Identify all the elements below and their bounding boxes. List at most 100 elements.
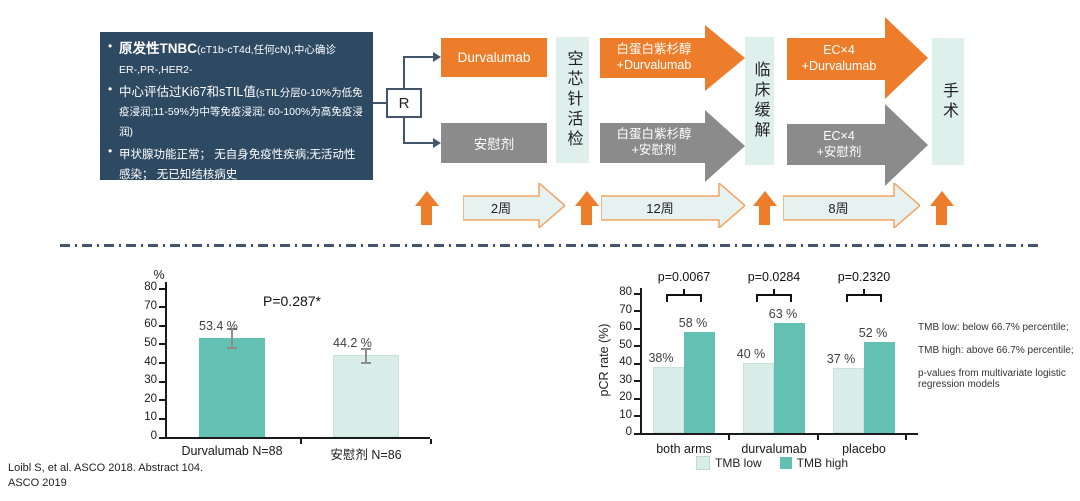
citation-line1: Loibl S, et al. ASCO 2018. Abstract 104. bbox=[8, 462, 204, 474]
y-tick bbox=[634, 397, 640, 400]
criteria-bullet-1: 原发性TNBC(cT1b-cT4d,任何cN),中心确诊ER-,PR-,HER2… bbox=[108, 39, 364, 79]
bar-value-label: 37 % bbox=[826, 352, 856, 367]
x-axis bbox=[640, 433, 918, 435]
note-p-values: p-values from multivariate logistic regr… bbox=[918, 367, 1066, 391]
timeline-arrow-12-weeks: 12周 bbox=[600, 181, 747, 230]
significance-bracket bbox=[666, 294, 702, 302]
criteria-bullet-1-rest: (cT1b-cT4d,任何cN),中心确诊ER-,PR-,HER2- bbox=[119, 44, 336, 76]
bar-value-label: 63 % bbox=[768, 306, 798, 321]
y-tick-label: 60 bbox=[619, 321, 632, 333]
x-axis-tick bbox=[728, 435, 730, 440]
phase2-placebo-line2: +安慰剂 bbox=[816, 144, 862, 159]
up-arrow-icon bbox=[575, 191, 599, 206]
x-category-label: both arms bbox=[656, 442, 712, 456]
surgery-label: 手术 bbox=[940, 81, 957, 122]
connector-r-up-horizontal bbox=[403, 56, 434, 58]
timeline-marker-arrow-1 bbox=[415, 191, 439, 225]
bar-tmb-low bbox=[653, 366, 684, 433]
x-axis-tick bbox=[817, 435, 819, 440]
x-category-label: durvalumab bbox=[741, 442, 807, 456]
x-axis-tick bbox=[300, 439, 302, 444]
chart-notes: TMB low: below 66.7% percentile; TMB hig… bbox=[918, 322, 1080, 402]
criteria-bullet-2: 中心评估过Ki67和sTIL值(sTIL分层0-10%为低免疫浸润;11-59%… bbox=[108, 82, 364, 141]
citation-line2: ASCO 2019 bbox=[8, 476, 67, 489]
y-tick bbox=[159, 417, 165, 420]
p-value-label: p=0.2320 bbox=[837, 270, 891, 284]
clinical-response-box: 临床缓解 bbox=[745, 37, 774, 165]
bar bbox=[333, 354, 399, 437]
y-tick-label: 30 bbox=[144, 374, 157, 387]
right-arrow-icon bbox=[600, 181, 747, 230]
phase1-placebo-line2: +安慰剂 bbox=[631, 143, 677, 157]
randomization-box: R bbox=[386, 88, 422, 118]
y-tick bbox=[159, 362, 165, 364]
phase1-durvalumab-arrow-body bbox=[600, 38, 705, 78]
bar-tmb-low bbox=[833, 368, 864, 433]
timeline-marker-arrow-2 bbox=[575, 191, 599, 225]
error-bar-cap bbox=[361, 362, 371, 365]
bar-tmb-high bbox=[774, 322, 805, 433]
significance-bracket-tick bbox=[683, 289, 685, 295]
y-tick-label: 50 bbox=[619, 338, 632, 351]
arm-durvalumab-box: Durvalumab bbox=[441, 38, 547, 77]
connector-criteria-to-r bbox=[373, 102, 387, 104]
bar-value-label: 53.4 % bbox=[199, 318, 238, 333]
legend: TMB low TMB high bbox=[696, 456, 848, 470]
bar-value-label: 44.2 % bbox=[333, 335, 372, 350]
y-tick-label: 40 bbox=[144, 355, 157, 368]
y-tick bbox=[634, 345, 640, 347]
bar-value-label: 38% bbox=[648, 350, 674, 365]
y-tick-label: 80 bbox=[144, 281, 157, 293]
timeline-arrow-2-weeks: 2周 bbox=[462, 181, 567, 230]
y-tick bbox=[634, 415, 640, 417]
legend-label-tmb-low: TMB low bbox=[715, 456, 762, 470]
x-axis-tick bbox=[905, 435, 907, 440]
error-bar-cap bbox=[361, 347, 371, 350]
phase1-durvalumab-line2: +Durvalumab bbox=[616, 58, 692, 72]
up-arrow-icon bbox=[753, 191, 777, 206]
arm-placebo-box: 安慰剂 bbox=[441, 123, 547, 163]
biopsy-label: 空芯针活检 bbox=[564, 50, 582, 150]
error-bar-line bbox=[231, 328, 233, 348]
up-arrow-icon bbox=[415, 191, 439, 206]
phase2-durvalumab-line2: +Durvalumab bbox=[801, 59, 877, 73]
phase2-placebo-arrow-head bbox=[885, 104, 928, 186]
y-tick-label: 30 bbox=[619, 373, 632, 386]
bar-value-label: 52 % bbox=[858, 326, 888, 340]
y-tick-label: 0 bbox=[150, 430, 157, 442]
phase1-durvalumab-line1: 白蛋白紫杉醇 bbox=[616, 42, 692, 57]
y-tick bbox=[634, 327, 640, 330]
bar-value-label: 58 % bbox=[678, 315, 708, 330]
y-tick bbox=[159, 287, 165, 290]
phase1-durvalumab-arrow-head bbox=[705, 25, 745, 91]
up-arrow-stem bbox=[581, 206, 592, 225]
y-tick bbox=[159, 324, 165, 327]
arrowhead-to-durvalumab bbox=[433, 52, 441, 62]
phase2-durvalumab-line1: EC×4 bbox=[823, 43, 855, 58]
citation: Loibl S, et al. ASCO 2018. Abstract 104.… bbox=[8, 461, 203, 491]
x-axis-tick bbox=[430, 439, 432, 444]
y-tick bbox=[634, 432, 640, 435]
significance-bracket-tick bbox=[863, 289, 865, 295]
y-tick-label: 50 bbox=[144, 336, 157, 349]
phase1-placebo-arrow-body bbox=[600, 123, 705, 163]
y-tick bbox=[159, 399, 165, 402]
phase1-placebo-arrow-label: 白蛋白紫杉醇 +安慰剂 bbox=[598, 123, 710, 163]
clinical-response-label: 临床缓解 bbox=[751, 61, 769, 141]
phase2-durvalumab-arrow-head bbox=[885, 17, 928, 99]
legend-swatch-tmb-high bbox=[779, 457, 792, 469]
y-tick bbox=[634, 380, 640, 382]
y-tick-label: 20 bbox=[619, 391, 632, 403]
significance-bracket bbox=[846, 294, 882, 302]
pcr-by-tmb-chart: pCR rate (%) TMB low TMB high TMB low: b… bbox=[580, 258, 1080, 493]
criteria-bullet-2-rest: (sTIL分层0-10%为低免疫浸润;11-59%为中等免疫浸润; 60-100… bbox=[119, 86, 363, 139]
x-category-label: 安慰剂 N=86 bbox=[330, 448, 402, 462]
y-tick bbox=[634, 362, 640, 365]
y-tick-label: 0 bbox=[625, 426, 632, 438]
pcr-overall-chart: % P=0.287* 0 10 20 30 40 50 60 70 80 53.4 % Durval… bbox=[95, 258, 465, 470]
y-tick-label: 20 bbox=[144, 392, 157, 405]
up-arrow-stem bbox=[759, 206, 770, 225]
phase2-placebo-arrow-label: EC×4 +安慰剂 bbox=[787, 124, 891, 165]
y-tick bbox=[159, 343, 165, 346]
note-tmb-low: TMB low: below 66.7% percentile; bbox=[918, 322, 1069, 333]
